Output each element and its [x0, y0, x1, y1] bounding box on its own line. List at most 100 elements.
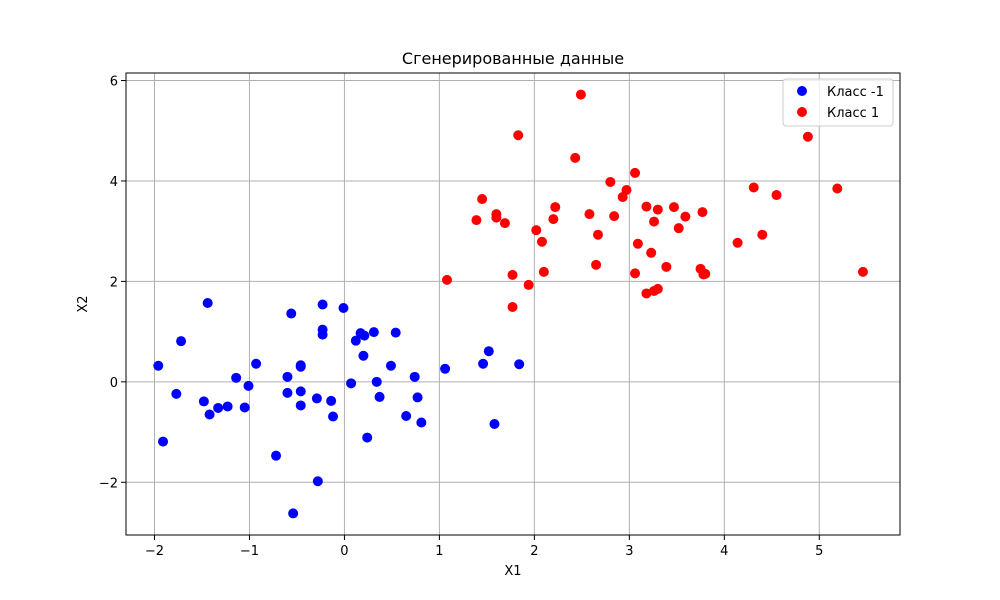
data-point-class-neg1	[489, 419, 500, 430]
data-point-class-neg1	[153, 360, 164, 371]
data-point-class-1	[621, 185, 632, 196]
data-point-class-1	[536, 236, 547, 247]
data-point-class-1	[630, 268, 641, 279]
data-point-class-1	[652, 283, 663, 294]
y-tick-label: 4	[110, 175, 118, 190]
data-point-class-neg1	[295, 400, 306, 411]
data-point-class-neg1	[358, 350, 369, 361]
data-point-class-neg1	[176, 336, 187, 347]
x-tick-label: 4	[720, 544, 728, 559]
data-point-class-1	[550, 202, 561, 213]
data-point-class-neg1	[371, 376, 382, 387]
data-point-class-1	[641, 201, 652, 212]
legend: Класс -1 Класс 1	[782, 78, 894, 127]
data-point-class-neg1	[374, 391, 385, 402]
data-point-class-neg1	[198, 396, 209, 407]
data-point-class-neg1	[350, 335, 361, 346]
data-point-class-1	[499, 218, 510, 229]
data-point-class-neg1	[326, 395, 337, 406]
data-point-class-1	[832, 183, 843, 194]
legend-box	[782, 78, 894, 127]
legend-label-class-neg1: Класс -1	[827, 85, 884, 100]
data-point-class-neg1	[390, 327, 401, 338]
x-axis-label: X1	[504, 564, 521, 579]
data-point-class-1	[548, 214, 559, 225]
data-point-class-neg1	[416, 417, 427, 428]
data-point-class-1	[652, 204, 663, 215]
data-point-class-neg1	[440, 363, 451, 374]
legend-label-class-1: Класс 1	[827, 106, 879, 121]
data-point-class-1	[732, 237, 743, 248]
y-tick-label: 6	[110, 75, 118, 90]
data-point-class-neg1	[409, 371, 420, 382]
data-point-class-neg1	[222, 401, 233, 412]
data-point-class-1	[630, 167, 641, 178]
data-point-class-neg1	[271, 450, 282, 461]
x-tick-label: −2	[145, 544, 164, 559]
data-point-class-1	[592, 229, 603, 240]
data-point-class-1	[609, 211, 620, 222]
data-point-class-neg1	[478, 358, 489, 369]
data-point-class-neg1	[359, 330, 370, 341]
data-point-class-neg1	[282, 387, 293, 398]
chart-title: Сгенерированные данные	[402, 49, 624, 68]
y-axis-label: X2	[76, 295, 91, 312]
data-point-class-1	[857, 266, 868, 277]
data-point-class-neg1	[346, 378, 357, 389]
data-point-class-1	[680, 211, 691, 222]
data-point-class-1	[646, 247, 657, 258]
data-point-class-1	[605, 176, 616, 187]
data-point-class-neg1	[288, 508, 299, 519]
data-point-class-1	[632, 238, 643, 249]
data-point-class-1	[491, 212, 502, 223]
data-point-class-1	[661, 261, 672, 272]
legend-marker-class-1	[797, 107, 807, 117]
data-point-class-1	[507, 302, 518, 313]
data-point-class-neg1	[286, 308, 297, 319]
data-point-class-1	[771, 190, 782, 201]
data-point-class-neg1	[412, 392, 423, 403]
data-point-class-1	[641, 288, 652, 299]
data-point-class-neg1	[213, 402, 224, 413]
data-point-class-neg1	[401, 410, 412, 421]
data-point-class-neg1	[295, 361, 306, 372]
data-point-class-1	[507, 269, 518, 280]
data-point-class-1	[531, 225, 542, 236]
data-point-class-1	[591, 259, 602, 270]
data-point-class-neg1	[243, 380, 254, 391]
data-point-class-neg1	[338, 303, 349, 314]
y-axis-ticks: −2 0 2 4 6	[99, 75, 126, 491]
data-point-class-neg1	[295, 386, 306, 397]
data-point-class-neg1	[239, 402, 250, 413]
data-point-class-1	[748, 182, 759, 193]
y-tick-label: 0	[110, 376, 118, 391]
data-point-class-1	[477, 194, 488, 205]
data-point-class-1	[471, 215, 482, 226]
data-point-class-1	[649, 216, 660, 227]
data-point-class-neg1	[204, 409, 215, 420]
x-tick-label: 3	[625, 544, 633, 559]
data-point-class-1	[802, 131, 813, 142]
data-point-class-1	[584, 209, 595, 220]
legend-marker-class-neg1	[797, 86, 807, 96]
data-point-class-1	[570, 152, 581, 163]
x-tick-label: −1	[240, 544, 259, 559]
data-point-class-neg1	[158, 436, 169, 447]
data-point-class-neg1	[368, 327, 379, 338]
x-axis-ticks: −2 −1 0 1 2 3 4 5	[145, 535, 823, 559]
data-point-class-neg1	[362, 432, 373, 443]
data-point-class-1	[513, 130, 524, 141]
data-point-class-neg1	[317, 329, 328, 340]
data-point-class-1	[697, 207, 708, 218]
data-point-class-1	[538, 266, 549, 277]
data-point-class-neg1	[251, 358, 262, 369]
data-point-class-neg1	[514, 359, 525, 370]
y-tick-label: 2	[110, 275, 118, 290]
data-point-class-neg1	[385, 360, 396, 371]
data-point-class-neg1	[282, 371, 293, 382]
data-point-class-neg1	[312, 476, 323, 487]
data-point-class-neg1	[483, 346, 494, 357]
data-point-class-1	[673, 223, 684, 234]
